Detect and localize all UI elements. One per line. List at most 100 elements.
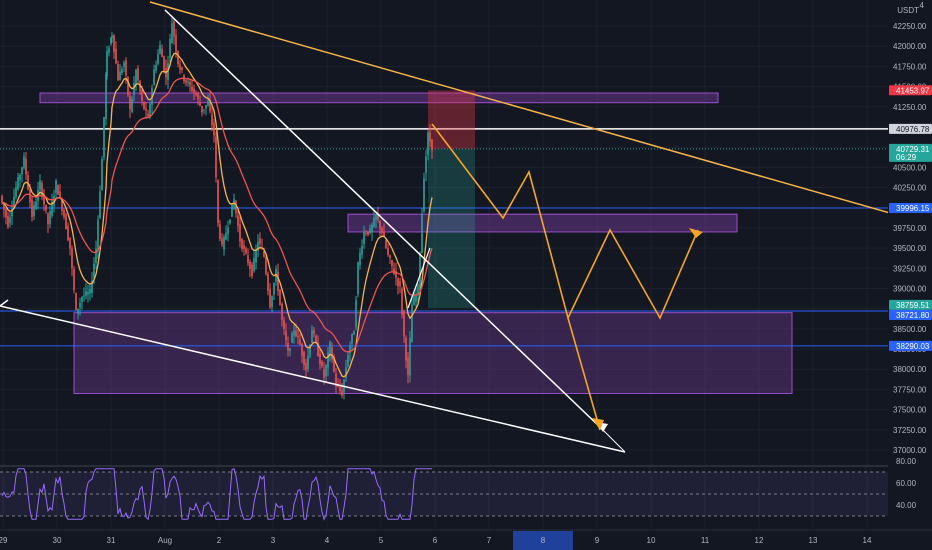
rsi-tick-label: 80.00 [896, 457, 917, 466]
candle-body [49, 211, 51, 225]
forecast-bear-arrowhead [592, 418, 604, 430]
candle-body [57, 185, 59, 195]
candle-body [71, 248, 73, 268]
candles-layer [1, 17, 433, 400]
candle-body [363, 231, 365, 244]
stop-loss-box [428, 90, 475, 149]
time-tick-label: 5 [379, 536, 384, 545]
descending-trendline [164, 9, 604, 431]
candle-body [335, 373, 337, 387]
candle-body [47, 213, 49, 225]
candle-body [241, 239, 243, 249]
candle-body [333, 356, 335, 372]
candle-body [341, 390, 343, 396]
candle-body [106, 51, 108, 77]
currency-label: USDT [897, 6, 919, 15]
arrow-join [602, 429, 626, 453]
candle-body [339, 386, 341, 391]
horizontal-levels-layer [0, 128, 888, 347]
price-tick-label: 42250.00 [893, 22, 927, 31]
candle-body [171, 23, 173, 44]
price-tick-label: 40500.00 [893, 163, 927, 172]
candle-body [315, 336, 317, 343]
candle-body [9, 217, 11, 224]
candle-body [295, 330, 297, 337]
price-tick-label: 37250.00 [893, 426, 927, 435]
candle-body [73, 268, 75, 291]
candle-body [67, 225, 69, 241]
candle-body [231, 204, 233, 217]
price-tick-label: 39750.00 [893, 224, 927, 233]
candle-body [169, 38, 171, 58]
ema-slow-line [1, 77, 433, 353]
candle-body [375, 214, 377, 221]
candle-body [327, 352, 329, 368]
candle-body [205, 105, 207, 109]
candle-body [271, 296, 273, 307]
candle-body [269, 289, 271, 308]
candle-body [345, 367, 347, 378]
candle-body [209, 100, 211, 112]
candle-body [101, 159, 103, 191]
candle-body [133, 83, 135, 96]
candle-body [23, 156, 25, 168]
candle-body [399, 281, 401, 287]
candle-body [19, 174, 21, 181]
candle-body [119, 71, 121, 81]
forecast-path-layer[interactable] [431, 123, 703, 431]
zones-layer [39, 92, 793, 394]
candle-body [147, 113, 149, 117]
candle-body [143, 102, 145, 109]
candle-body [25, 158, 27, 175]
candle-body [383, 231, 385, 238]
price-tick-label: 37000.00 [893, 446, 927, 455]
candle-body [367, 231, 369, 235]
candle-body [219, 224, 221, 239]
candle-body [299, 339, 301, 345]
take-profit-box [428, 148, 475, 308]
candle-body [195, 93, 197, 95]
price-tick-label: 41250.00 [893, 103, 927, 112]
price-badge-bg [889, 203, 932, 214]
candle-body [227, 227, 229, 234]
candle-body [55, 180, 57, 193]
position-tool[interactable] [428, 90, 475, 308]
candle-body [361, 246, 363, 255]
candle-body [289, 348, 291, 351]
candle-body [359, 252, 361, 266]
rsi-pane [0, 465, 932, 521]
candle-body [311, 330, 313, 343]
rsi-line [1, 467, 432, 521]
candle-body [199, 101, 201, 106]
candle-body [83, 295, 85, 297]
candle-body [273, 283, 275, 295]
candle-body [141, 90, 143, 101]
candle-body [259, 238, 261, 244]
candle-body [237, 215, 239, 227]
price-badge-text: 38290.03 [896, 342, 930, 351]
price-axis[interactable]: 42250.0042000.0041750.0041500.0041250.00… [888, 0, 932, 530]
candle-body [401, 288, 403, 315]
candle-body [137, 68, 139, 81]
candle-body [3, 202, 5, 210]
time-axis[interactable]: 29 30 31 Aug 2 3 4 5 6 7 8 9 10 11 12 13 14 [0, 529, 932, 550]
candle-body [33, 205, 35, 217]
price-tick-label: 38000.00 [893, 365, 927, 374]
price-badge-text: 40976.78 [896, 125, 930, 134]
time-axis-highlight [513, 531, 573, 550]
candle-body [229, 219, 231, 224]
price-badge-text: 41453.97 [896, 86, 930, 95]
candle-body [187, 81, 189, 83]
candle-body [421, 214, 423, 254]
candle-body [403, 310, 405, 337]
candle-body [15, 187, 17, 198]
trendlines-layer[interactable] [0, 1, 891, 453]
price-tick-label: 40250.00 [893, 184, 927, 193]
candle-body [31, 199, 33, 218]
time-tick-label: 9 [595, 536, 600, 545]
candle-body [29, 189, 31, 203]
candle-body [431, 139, 433, 151]
menu-glyph[interactable]: 4 [920, 1, 925, 10]
candle-body [317, 342, 319, 357]
